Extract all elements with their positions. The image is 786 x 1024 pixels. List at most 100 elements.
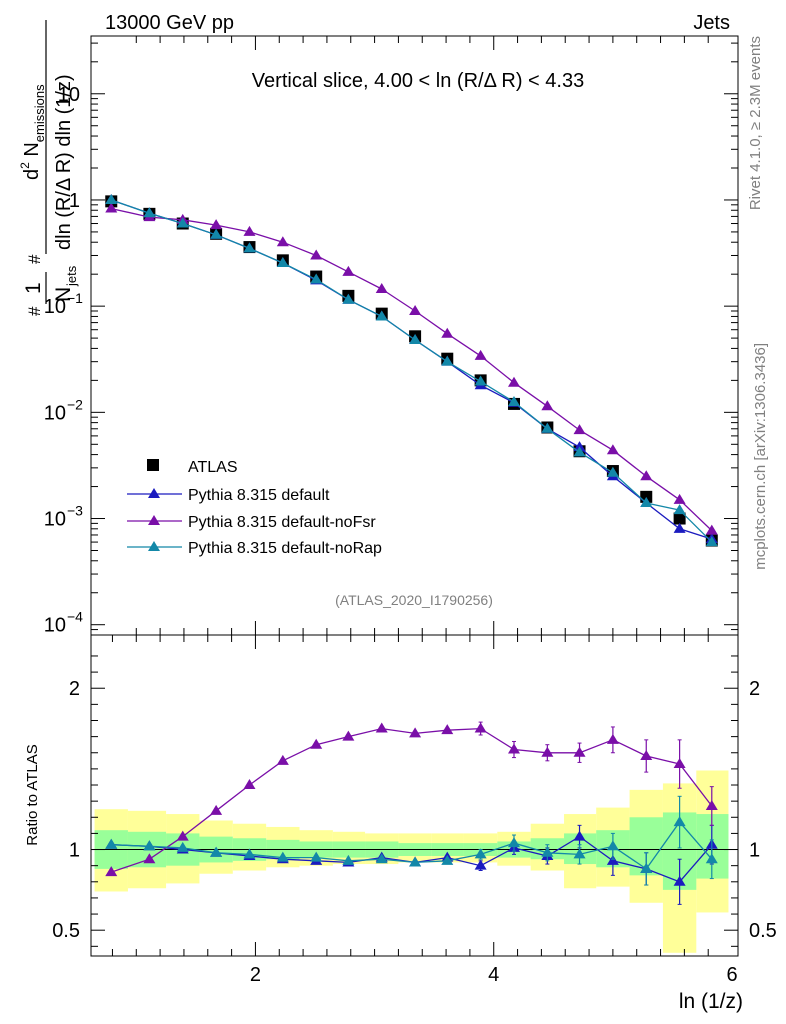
data-point-pythia-8-315-default-nofsr [105,202,118,213]
ratio-point-pythia-8-315-default-nofsr [507,743,520,754]
data-point-pythia-8-315-default-norap [606,466,619,477]
main-ytick-label: 10 [44,402,66,424]
ratio-ytick-label: 1 [69,840,80,862]
ratio-xlabel: ln (1/z) [679,990,743,1013]
main-ytick-exponent: −3 [67,503,83,519]
legend-label-nofsr: Pythia 8.315 default-noFsr [188,514,376,531]
ylabel-frac-den-sub: jets [64,265,79,287]
data-point-pythia-8-315-default-nofsr [541,400,554,411]
ratio-point-pythia-8-315-default-nofsr [606,733,619,744]
data-point-pythia-8-315-default-nofsr [640,470,653,481]
ratio-series-layer [105,721,718,905]
collision-label: 13000 GeV pp [105,12,234,34]
ylabel-denom: dln (R/Δ R) dln (1/z) [53,74,75,250]
ratio-point-pythia-8-315-default-norap [541,846,554,857]
ratio-point-pythia-8-315-default-norap [441,854,454,865]
data-point-pythia-8-315-default-norap [176,217,189,228]
ratio-point-pythia-8-315-default [673,875,686,886]
data-point-pythia-8-315-default-norap [573,446,586,457]
ylabel-numer-n: N [21,142,43,162]
data-point-pythia-8-315-default-norap [310,273,323,284]
main-series-layer [105,193,718,547]
data-point-pythia-8-315-default-norap [640,497,653,508]
ratio-xtick-label: 4 [488,964,499,986]
legend-marker-nofsr [148,515,160,525]
ratio-point-pythia-8-315-default-nofsr [474,722,487,733]
ratio-point-pythia-8-315-default-norap [673,816,686,827]
legend-label-norap: Pythia 8.315 default-noRap [188,540,382,557]
legend: ATLAS Pythia 8.315 default Pythia 8.315 … [127,459,382,557]
ratio-point-pythia-8-315-default-norap [310,851,323,862]
data-point-pythia-8-315-default-nofsr [210,219,223,230]
ratio-point-pythia-8-315-default-norap [409,856,422,867]
data-point-pythia-8-315-default-nofsr [705,524,718,535]
main-title: Vertical slice, 4.00 < ln (R/Δ R) < 4.33 [252,70,584,92]
ratio-point-pythia-8-315-default-nofsr [210,804,223,815]
main-ytick-exponent: −4 [67,609,83,625]
ratio-xtick-label: 6 [726,964,737,986]
ratio-point-pythia-8-315-default-nofsr [342,730,355,741]
ratio-frame [90,634,739,957]
data-point-pythia-8-315-default-nofsr [441,327,454,338]
data-point-pythia-8-315-default-norap [673,504,686,515]
data-point-pythia-8-315-default-nofsr [573,424,586,435]
data-point-pythia-8-315-default-norap [243,242,256,253]
ratio-point-pythia-8-315-default-nofsr [673,758,686,769]
data-point-atlas [673,512,686,525]
ratio-point-pythia-8-315-default-nofsr [143,853,156,864]
ratio-point-pythia-8-315-default-norap [606,840,619,851]
ratio-point-pythia-8-315-default-norap [474,848,487,859]
data-point-pythia-8-315-default-nofsr [606,444,619,455]
ylabel-numer-sup: 2 [18,162,32,169]
data-point-pythia-8-315-default-nofsr [375,283,388,294]
ratio-point-pythia-8-315-default-nofsr [573,746,586,757]
ylabel-frac-num: 1 [22,282,45,294]
data-point-pythia-8-315-default-nofsr [673,493,686,504]
analysis-watermark: (ATLAS_2020_I1790256) [335,592,493,608]
legend-label-default: Pythia 8.315 default [188,487,330,504]
ylabel-hash: # [25,306,44,316]
data-point-pythia-8-315-default-norap [409,333,422,344]
ratio-point-pythia-8-315-default-norap [176,841,189,852]
ratio-point-pythia-8-315-default [474,859,487,870]
main-ytick-label: 10 [44,509,66,531]
data-point-pythia-8-315-default-norap [342,293,355,304]
main-panel: Vertical slice, 4.00 < ln (R/Δ R) < 4.33… [18,20,739,637]
data-point-pythia-8-315-default [573,441,586,452]
data-point-pythia-8-315-default-norap [705,536,718,547]
ratio-panel: 0.5 0.5 1 1 2 2 2 4 6 Ratio to ATLAS ln (1/z) [24,634,777,1013]
ratio-point-pythia-8-315-default-norap [143,840,156,851]
data-point-pythia-8-315-default-nofsr [409,305,422,316]
ylabel-numer-sub: emissions [32,84,47,142]
ratio-ylabel: Ratio to ATLAS [24,744,41,845]
main-ytick-label: 1 [69,190,80,212]
data-point-pythia-8-315-default-norap [507,396,520,407]
ratio-ytick-label: 0.5 [52,920,80,942]
process-label: Jets [693,12,730,34]
legend-label-atlas: ATLAS [188,459,238,476]
ratio-point-pythia-8-315-default-norap [573,848,586,859]
data-point-pythia-8-315-default-nofsr [342,265,355,276]
ylabel-numer: d2 Nemissions [18,84,47,180]
ratio-point-pythia-8-315-default [573,830,586,841]
ratio-point-pythia-8-315-default-norap [705,853,718,864]
data-point-pythia-8-315-default-norap [105,193,118,204]
data-point-pythia-8-315-default-nofsr [474,349,487,360]
data-point-pythia-8-315-default-nofsr [310,249,323,260]
ratio-point-pythia-8-315-default-norap [375,853,388,864]
ratio-point-pythia-8-315-default-norap [342,854,355,865]
ratio-point-pythia-8-315-default-nofsr [705,799,718,810]
ratio-point-pythia-8-315-default-nofsr [276,754,289,765]
ratio-ytick-label-right: 2 [749,678,760,700]
ratio-point-pythia-8-315-default-norap [210,846,223,857]
data-point-pythia-8-315-default-norap [441,355,454,366]
ratio-xtick-label: 2 [250,964,261,986]
ratio-point-pythia-8-315-default-norap [640,862,653,873]
ratio-point-pythia-8-315-default-nofsr [310,738,323,749]
ratio-ticks: 0.5 0.5 1 1 2 2 2 4 6 [52,635,777,986]
rivet-info: Rivet 4.1.0, ≥ 2.3M events [747,36,764,210]
ratio-point-pythia-8-315-default [606,854,619,865]
ratio-point-pythia-8-315-default-nofsr [176,830,189,841]
legend-marker-atlas [147,459,159,471]
legend-marker-norap [148,541,160,551]
